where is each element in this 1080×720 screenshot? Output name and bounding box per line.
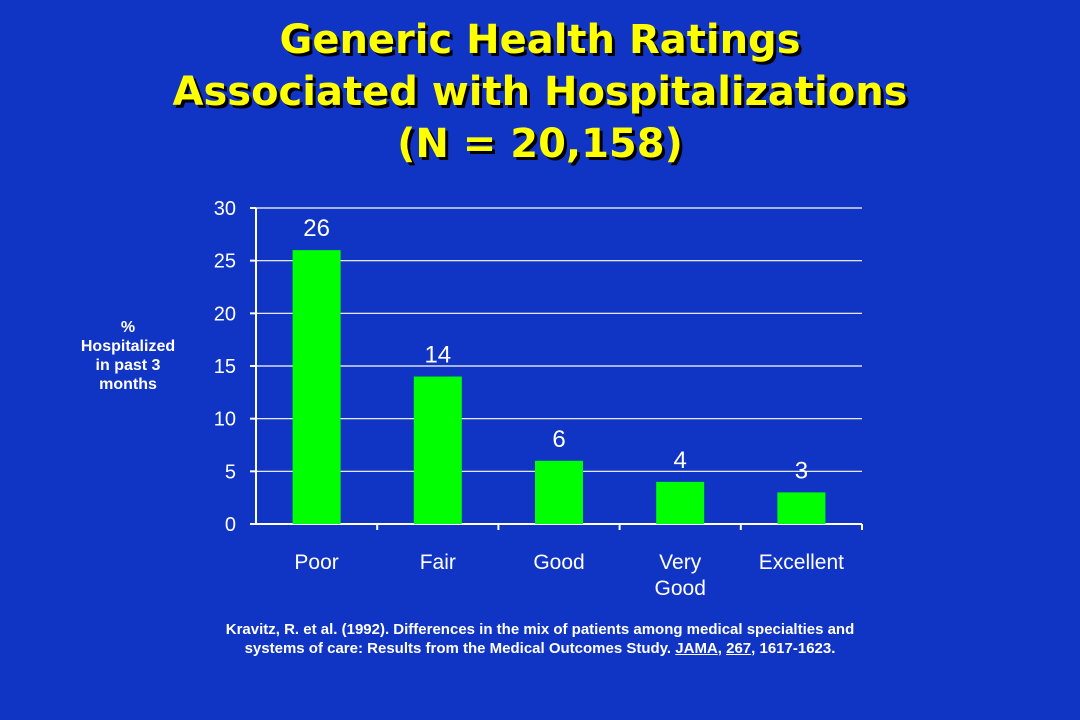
x-tick-label-0: Poor bbox=[294, 551, 338, 574]
citation-sep-1: , bbox=[717, 640, 727, 657]
data-label-0: 26 bbox=[303, 215, 330, 242]
slide-title: Generic Health Ratings Associated with H… bbox=[0, 14, 1080, 170]
y-tick-label-5: 5 bbox=[225, 461, 236, 483]
data-label-4: 3 bbox=[795, 457, 808, 484]
citation-volume: 267 bbox=[726, 640, 752, 657]
citation-pages: 1617-1623. bbox=[759, 640, 836, 657]
bar-very-good bbox=[656, 481, 705, 524]
y-tick-label-25: 25 bbox=[214, 251, 236, 273]
citation-line-2-text: systems of care: Results from the Medica… bbox=[244, 640, 676, 657]
bar-poor bbox=[292, 250, 341, 524]
data-label-3: 4 bbox=[674, 447, 687, 474]
y-axis-label-line-4: months bbox=[99, 376, 157, 393]
bar-excellent bbox=[777, 492, 826, 524]
citation-line-2: systems of care: Results from the Medica… bbox=[60, 639, 1020, 658]
y-tick-label-15: 15 bbox=[214, 356, 236, 378]
data-label-2: 6 bbox=[552, 426, 565, 453]
x-tick-label-3-line-2: Good bbox=[655, 577, 706, 600]
y-axis-label-line-2: Hospitalized bbox=[80, 338, 176, 355]
title-line-3: (N = 20,158) bbox=[397, 121, 683, 167]
y-tick-label-30: 30 bbox=[214, 198, 236, 220]
bar-fair bbox=[413, 376, 462, 524]
citation-sep-2: , bbox=[751, 640, 760, 657]
data-label-1: 14 bbox=[424, 342, 451, 369]
title-line-2: Associated with Hospitalizations bbox=[172, 69, 908, 115]
y-axis-label-line-3: in past 3 bbox=[95, 357, 161, 374]
citation: Kravitz, R. et al. (1992). Differences i… bbox=[60, 620, 1020, 658]
bar-good bbox=[535, 460, 583, 524]
y-tick-label-20: 20 bbox=[214, 303, 236, 325]
y-tick-label-10: 10 bbox=[214, 409, 236, 431]
x-tick-label-2: Good bbox=[533, 551, 584, 574]
citation-line-1: Kravitz, R. et al. (1992). Differences i… bbox=[225, 621, 855, 638]
citation-journal: JAMA bbox=[675, 640, 718, 657]
y-tick-label-0: 0 bbox=[225, 514, 236, 536]
x-tick-label-3: Very bbox=[659, 551, 702, 574]
y-axis-label-line-1: % bbox=[120, 319, 136, 336]
x-tick-label-1: Fair bbox=[420, 551, 456, 574]
y-axis-label: % Hospitalized in past 3 months bbox=[58, 318, 198, 394]
title-line-1: Generic Health Ratings bbox=[279, 17, 801, 63]
x-tick-label-4: Excellent bbox=[759, 551, 844, 574]
